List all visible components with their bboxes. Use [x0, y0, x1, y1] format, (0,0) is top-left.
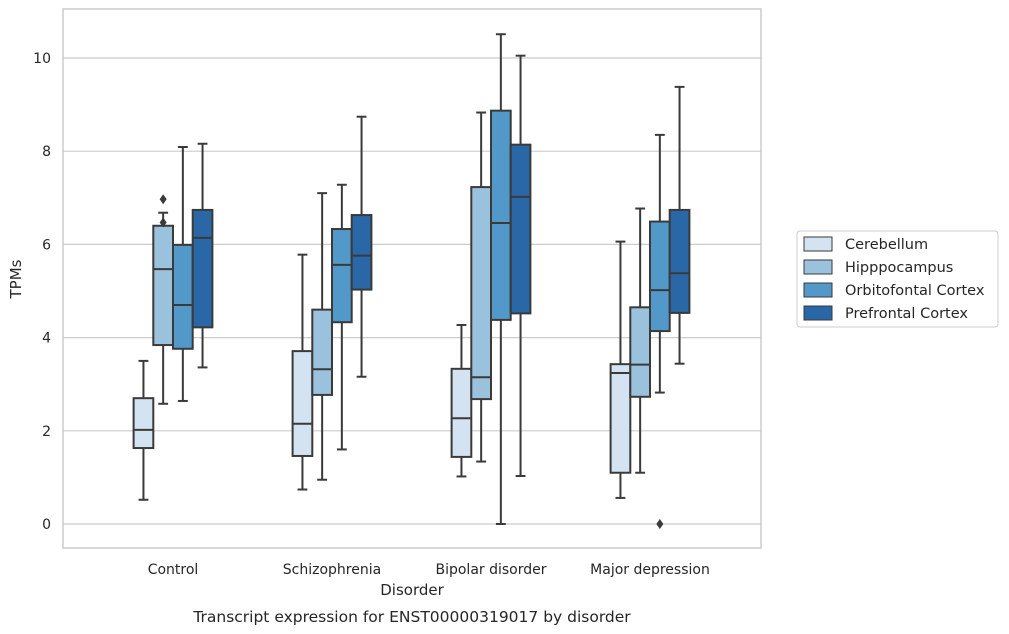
box-body [191, 208, 214, 329]
box-orbitofontal-cortex [490, 33, 512, 525]
y-tick-label: 4 [42, 331, 51, 347]
box-cerebellum [609, 240, 632, 499]
legend-swatch [803, 282, 833, 298]
box-cerebellum [291, 253, 314, 491]
box-body [649, 220, 671, 333]
legend-entry: Orbitofontal Cortex [845, 283, 985, 299]
legend: Cerebellum Hipppocampus Orbitofontal Corte… [796, 230, 999, 328]
box-body [172, 243, 194, 350]
box-prefrontal-cortex [668, 85, 691, 365]
box-hipppocampus [629, 207, 651, 474]
box-body [609, 363, 632, 474]
legend-entry: Prefrontal Cortex [845, 306, 968, 322]
x-tick-label: Bipolar disorder [435, 562, 546, 578]
box-orbitofontal-cortex [172, 146, 194, 402]
box-body [490, 109, 512, 321]
box-prefrontal-cortex [191, 142, 214, 369]
box-body [311, 308, 333, 396]
box-body [629, 306, 651, 398]
box-cerebellum [132, 359, 155, 501]
box-body [668, 208, 691, 314]
y-tick-label: 0 [42, 517, 51, 533]
box-body [132, 397, 155, 450]
box-hipppocampus [311, 192, 333, 481]
y-tick-label: 2 [42, 424, 51, 440]
box-cerebellum [450, 324, 473, 478]
outlier-point [159, 217, 167, 228]
y-tick-label: 6 [42, 237, 51, 253]
x-axis-ticks: Control Schizophrenia Bipolar disorder Majo… [148, 562, 710, 578]
legend-entry: Hipppocampus [845, 260, 953, 276]
outlier-point [656, 519, 664, 529]
box-body [450, 367, 473, 458]
box-prefrontal-cortex [509, 54, 532, 478]
box-body [350, 214, 373, 291]
legend-swatch [803, 236, 833, 252]
box-body [291, 350, 314, 457]
y-axis-label: TPMs [7, 259, 25, 299]
y-axis-ticks: 0 2 4 6 8 10 [33, 51, 51, 533]
chart-caption: Transcript expression for ENST0000031901… [192, 608, 631, 626]
y-tick-label: 10 [33, 51, 51, 67]
plot-frame [62, 8, 762, 549]
box-prefrontal-cortex [350, 115, 373, 378]
x-tick-label: Major depression [590, 562, 710, 578]
legend-entry: Cerebellum [845, 237, 928, 253]
legend-swatch [803, 305, 833, 321]
x-tick-label: Control [148, 562, 199, 578]
legend-frame [796, 230, 999, 328]
box-hipppocampus [470, 111, 492, 463]
box-hipppocampus [152, 194, 175, 405]
y-tick-label: 8 [42, 144, 51, 160]
legend-swatch [803, 259, 833, 275]
box-body [152, 224, 175, 347]
x-tick-label: Schizophrenia [283, 562, 381, 578]
box-body [470, 186, 492, 401]
outlier-point [159, 194, 167, 205]
x-axis-label: Disorder [380, 581, 444, 599]
box-groups [132, 33, 691, 529]
box-body [331, 228, 353, 324]
box-body [509, 143, 532, 315]
